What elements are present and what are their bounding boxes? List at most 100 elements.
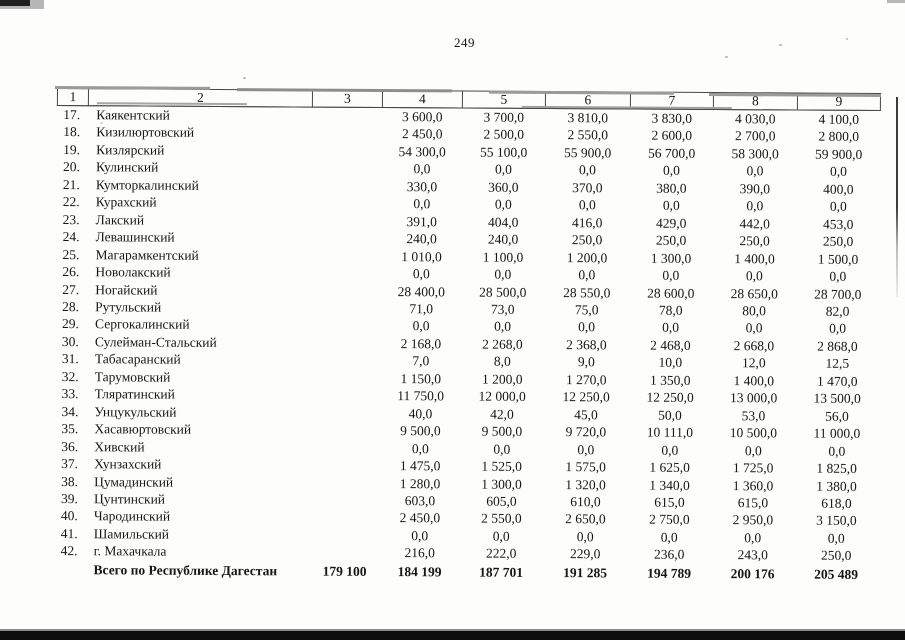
- value-cell: 73,0: [490, 301, 515, 317]
- value-cell: 2 600,0: [651, 128, 693, 144]
- value-cell: 2 550,0: [567, 127, 609, 143]
- value-cell: 2 668,0: [733, 338, 775, 354]
- value-cell: 0,0: [745, 268, 763, 284]
- value-cell: 59 900,0: [814, 146, 863, 162]
- value-cell: 10 111,0: [646, 424, 694, 441]
- value-cell: 610,0: [570, 494, 601, 510]
- scan-speck: [725, 56, 728, 58]
- header-cell: 4: [382, 90, 463, 108]
- value-cell: [310, 492, 380, 510]
- district-name: Цумадинский: [94, 473, 174, 490]
- value-cell: 380,0: [656, 180, 687, 196]
- value-cell: [310, 544, 380, 562]
- value-cell: 1 470,0: [816, 373, 858, 389]
- value-cell: 55 100,0: [479, 144, 528, 160]
- value-cell: [310, 526, 380, 544]
- value-cell: 400,0: [823, 181, 854, 197]
- value-cell: 360,0: [488, 179, 519, 195]
- district-name: Тарумовский: [94, 369, 171, 385]
- value-cell: 0,0: [412, 266, 430, 282]
- scan-artifact-top-left: [0, 0, 30, 6]
- row-number: 20.: [62, 159, 80, 175]
- value-cell: 1 280,0: [399, 475, 441, 491]
- value-cell: [310, 422, 380, 440]
- value-cell: 10 500,0: [729, 425, 778, 441]
- value-cell: [312, 160, 382, 178]
- row-number: 18.: [63, 124, 81, 140]
- value-cell: 0,0: [662, 320, 680, 336]
- value-cell: [312, 177, 382, 195]
- value-cell: 9 720,0: [565, 424, 607, 440]
- value-cell: 3 700,0: [483, 109, 525, 125]
- scan-speck: [846, 38, 848, 40]
- row-number: 40.: [60, 508, 78, 524]
- value-cell: 13 000,0: [729, 390, 778, 406]
- district-name: Унцукульский: [94, 403, 177, 420]
- value-cell: 0,0: [411, 440, 429, 456]
- value-cell: 54 300,0: [398, 143, 446, 160]
- district-name: Сергокалинский: [95, 316, 190, 333]
- row-number: 33.: [61, 386, 79, 402]
- district-name: Лакский: [95, 211, 145, 228]
- value-cell: 0,0: [495, 162, 512, 178]
- value-cell: 2 550,0: [481, 511, 522, 527]
- value-cell: 3 830,0: [651, 110, 693, 126]
- value-cell: 2 450,0: [401, 126, 443, 142]
- value-cell: 2 500,0: [483, 127, 525, 143]
- value-cell: 12 000,0: [478, 388, 526, 405]
- value-cell: 0,0: [578, 197, 596, 213]
- value-cell: 2 468,0: [650, 337, 691, 353]
- district-name: Магарамкентский: [95, 246, 199, 263]
- value-cell: [311, 247, 381, 265]
- total-label: Всего по Республике Дагестан: [93, 562, 278, 579]
- value-cell: 2 650,0: [565, 511, 606, 527]
- value-cell: 1 400,0: [733, 372, 775, 389]
- value-cell: [312, 125, 382, 143]
- value-cell: 1 150,0: [400, 370, 442, 387]
- value-cell: [310, 439, 380, 457]
- total-value-cell: 194 789: [647, 565, 692, 581]
- district-name: Шамильский: [93, 526, 170, 542]
- value-cell: [312, 107, 382, 125]
- value-cell: 1 475,0: [399, 458, 441, 474]
- value-cell: 0,0: [829, 321, 847, 337]
- district-data-table: 1 2 3 4 5 6 7 8 9 17. Каякентский 3 600,0 3…: [54, 88, 881, 584]
- district-name: Кулинский: [95, 159, 159, 175]
- value-cell: 250,0: [820, 548, 852, 564]
- value-cell: 82,0: [825, 303, 850, 319]
- header-cell: 9: [797, 93, 881, 111]
- value-cell: 391,0: [406, 213, 437, 230]
- header-cell: 6: [545, 91, 631, 110]
- value-cell: 1 300,0: [650, 250, 692, 266]
- value-cell: 0,0: [663, 163, 680, 179]
- value-cell: 3 150,0: [816, 513, 857, 529]
- row-number: 25.: [62, 246, 80, 262]
- row-number: 19.: [63, 141, 81, 158]
- district-name: Сулейман-Стальский: [94, 334, 217, 350]
- value-cell: 0,0: [746, 198, 764, 214]
- total-value-cell: 179 100: [322, 563, 367, 579]
- total-value-cell: 205 489: [814, 566, 859, 582]
- value-cell: 404,0: [487, 214, 519, 230]
- value-cell: 75,0: [574, 302, 599, 318]
- district-name: Левашинский: [95, 229, 175, 245]
- value-cell: 1 625,0: [649, 459, 690, 475]
- district-name: г. Махачкала: [93, 543, 167, 560]
- scan-artifact-bottom-band: [0, 629, 905, 640]
- value-cell: 1 270,0: [565, 371, 607, 388]
- row-number: 28.: [62, 299, 80, 315]
- value-cell: [312, 230, 382, 248]
- value-cell: [311, 317, 381, 335]
- value-cell: 56,0: [825, 408, 849, 424]
- district-name: Ногайский: [95, 281, 158, 298]
- value-cell: 453,0: [822, 216, 854, 232]
- row-number: 29.: [62, 316, 79, 332]
- row-number: 34.: [61, 403, 79, 419]
- value-cell: 0,0: [493, 441, 511, 457]
- page-number: 249: [454, 35, 475, 50]
- value-cell: 2 368,0: [566, 337, 607, 353]
- value-cell: 28 700,0: [814, 286, 862, 302]
- value-cell: 0,0: [830, 164, 847, 180]
- value-cell: 1 100,0: [482, 249, 524, 265]
- total-row: Всего по Республике Дагестан 179 100 184…: [55, 560, 878, 584]
